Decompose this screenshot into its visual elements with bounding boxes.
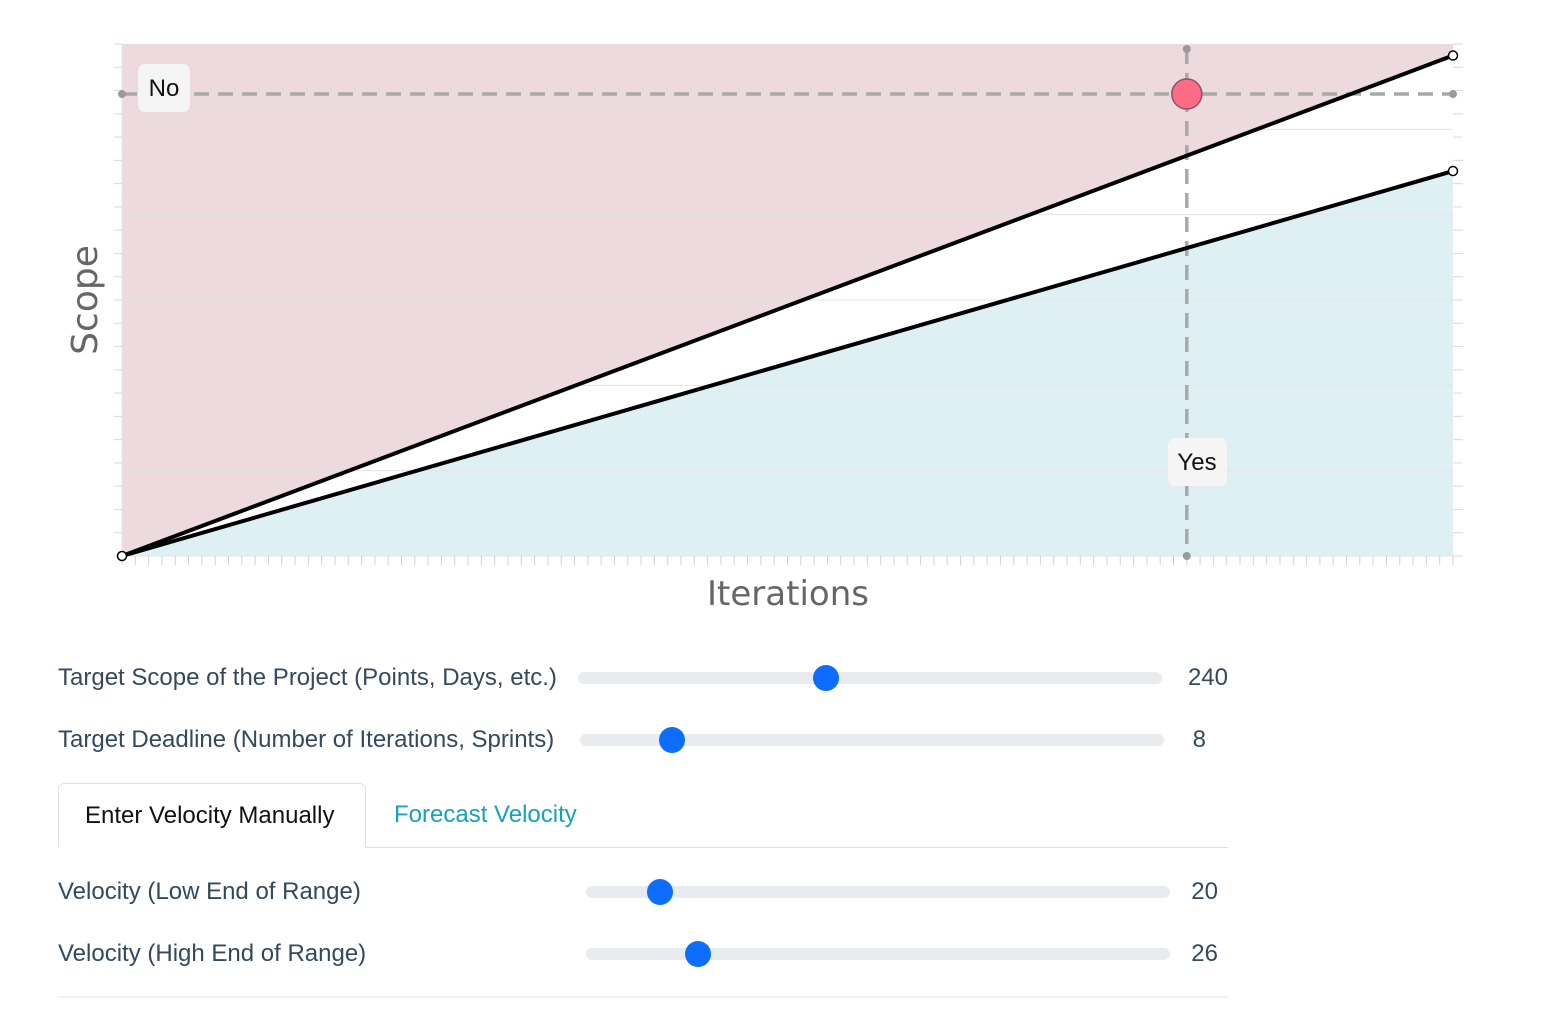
velocity-high-label: Velocity (High End of Range) <box>58 940 367 967</box>
target-point <box>1171 78 1203 110</box>
no-region-label: No <box>138 64 190 112</box>
velocity-low-thumb[interactable] <box>647 879 674 905</box>
target-scope-thumb[interactable] <box>813 665 840 691</box>
scope-guide-start <box>118 90 126 99</box>
bottom-divider <box>58 996 1228 998</box>
target-deadline-label: Target Deadline (Number of Iterations, S… <box>58 726 555 753</box>
forecast-chart: Scope Iterations No Yes <box>65 43 1463 614</box>
yes-label-text: Yes <box>1177 449 1216 476</box>
scope-guide-end <box>1449 90 1457 99</box>
deadline-guide-bottom <box>1182 552 1191 560</box>
high-velocity-line <box>121 53 1454 558</box>
velocity-high-row: Velocity (High End of Range) 26 <box>58 929 1228 979</box>
chart-ticks <box>114 43 1463 565</box>
origin-point <box>116 550 128 562</box>
velocity-lines <box>121 53 1454 558</box>
deadline-guide-top <box>1182 45 1191 53</box>
velocity-tabs: Enter Velocity Manually Forecast Velocit… <box>58 783 1228 848</box>
velocity-low-row: Velocity (Low End of Range) 20 <box>58 867 1228 917</box>
target-deadline-row: Target Deadline (Number of Iterations, S… <box>58 715 1228 765</box>
velocity-high-slider[interactable] <box>586 941 1170 967</box>
chart-points <box>116 50 1459 562</box>
yes-region-label: Yes <box>1168 438 1227 486</box>
x-axis-title: Iterations <box>707 574 869 614</box>
y-axis-title: Scope <box>65 245 106 355</box>
no-label-text: No <box>149 75 180 102</box>
target-scope-slider[interactable] <box>578 665 1162 691</box>
target-deadline-slider[interactable] <box>580 727 1164 753</box>
velocity-high-thumb[interactable] <box>684 941 711 967</box>
velocity-low-slider[interactable] <box>586 879 1170 905</box>
target-scope-row: Target Scope of the Project (Points, Day… <box>58 653 1228 703</box>
low-velocity-endpoint <box>1447 165 1459 177</box>
target-scope-label: Target Scope of the Project (Points, Day… <box>58 664 557 691</box>
target-scope-value: 240 <box>1187 664 1228 691</box>
velocity-high-value: 26 <box>1191 940 1218 967</box>
low-velocity-line <box>121 169 1454 558</box>
high-velocity-endpoint <box>1447 50 1459 61</box>
target-deadline-value: 8 <box>1192 726 1206 753</box>
tab-enter-velocity-manually[interactable]: Enter Velocity Manually <box>58 783 366 848</box>
velocity-low-value: 20 <box>1191 878 1218 905</box>
velocity-low-label: Velocity (Low End of Range) <box>58 878 361 905</box>
tab-forecast-velocity[interactable]: Forecast Velocity <box>394 801 577 828</box>
target-deadline-thumb[interactable] <box>659 727 686 753</box>
